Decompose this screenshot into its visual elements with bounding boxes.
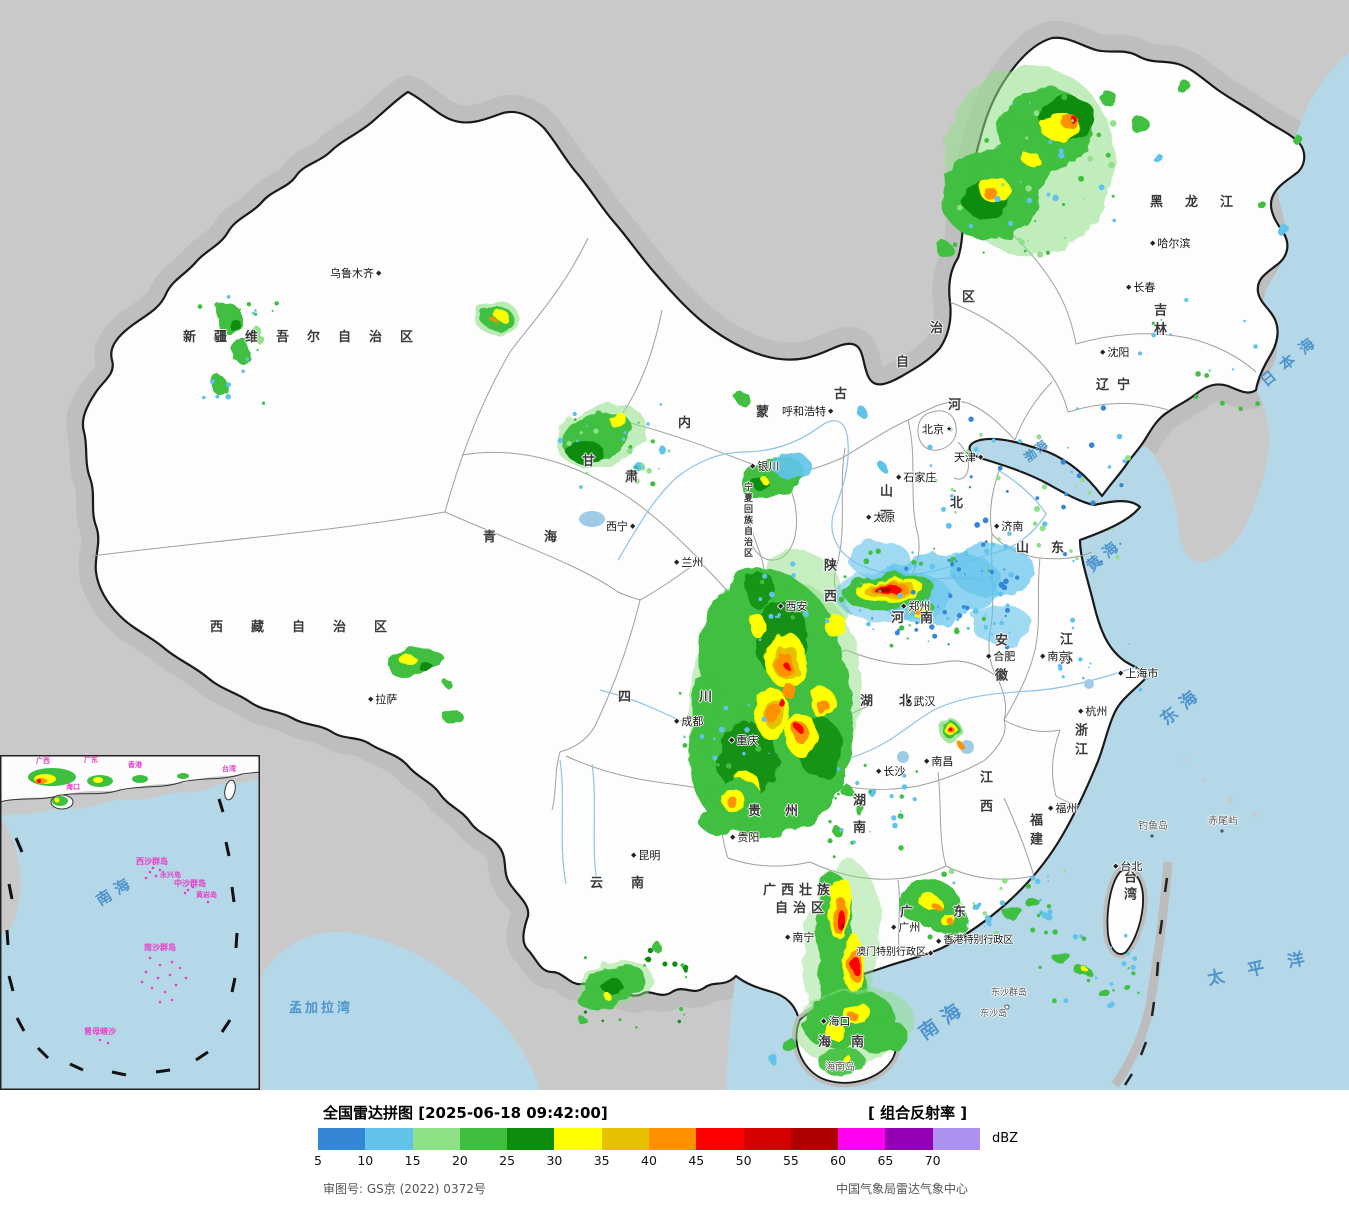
radar-echo-taiwan-strait bbox=[1053, 952, 1129, 1010]
scale-value: 50 bbox=[735, 1153, 752, 1168]
issuing-agency: 中国气象局雷达气象中心 bbox=[836, 1182, 969, 1196]
scale-segment bbox=[507, 1128, 555, 1150]
scale-segment bbox=[743, 1128, 791, 1150]
radar-echo-northeast bbox=[937, 65, 1305, 258]
scale-segment bbox=[365, 1128, 413, 1150]
legend-bar: 全国雷达拼图 [2025-06-18 09:42:00] [ 组合反射率 ] d… bbox=[0, 1090, 1349, 1208]
inset-radar-echoes bbox=[28, 768, 189, 787]
scale-segment bbox=[601, 1128, 649, 1150]
inset-nine-dash-line bbox=[5, 798, 239, 1077]
radar-echo-yunnan bbox=[578, 941, 661, 1024]
scale-value: 55 bbox=[782, 1153, 799, 1168]
china-landmass bbox=[81, 36, 1306, 1031]
scale-value: 25 bbox=[499, 1153, 516, 1168]
inset-map bbox=[0, 755, 260, 1090]
scale-segment bbox=[932, 1128, 980, 1150]
scale-value: 15 bbox=[404, 1153, 421, 1168]
radar-echo-tibet bbox=[387, 648, 463, 722]
scale-value: 40 bbox=[641, 1153, 657, 1168]
dbz-scale-values: 5 10 15 20 25 30 35 40 45 50 55 60 65 70 bbox=[314, 1153, 998, 1169]
scale-segment bbox=[459, 1128, 508, 1150]
inset-island-dots bbox=[98, 866, 210, 1045]
scale-value: 65 bbox=[877, 1153, 894, 1168]
scale-value: 10 bbox=[357, 1153, 374, 1168]
scale-value: 70 bbox=[924, 1153, 941, 1168]
scale-value: 45 bbox=[688, 1153, 705, 1168]
scale-segment bbox=[838, 1128, 886, 1150]
radar-mosaic-map: 新疆维吾尔自治区 西藏自治区 青海 四川 云南 贵州 广西壮族 自治区 广东 海南 湖南 湖北 河南 山东… bbox=[0, 0, 1349, 1090]
map-canvas bbox=[0, 20, 1349, 1090]
inset-border bbox=[0, 755, 260, 1090]
scale-value: 60 bbox=[830, 1153, 847, 1168]
scale-segment bbox=[318, 1128, 366, 1150]
radar-echoes bbox=[210, 65, 1305, 1076]
radar-echo-guangdong bbox=[898, 878, 1050, 935]
scale-value: 30 bbox=[546, 1153, 563, 1168]
sea-pacific bbox=[726, 52, 1349, 1090]
scale-segment bbox=[648, 1128, 697, 1150]
map-approval-number: 审图号: GS京 (2022) 0372号 bbox=[323, 1182, 486, 1196]
scale-segment bbox=[696, 1128, 744, 1150]
province-borders bbox=[91, 197, 1257, 957]
radar-echo-guangxi-line bbox=[769, 860, 915, 1076]
scale-segment bbox=[790, 1128, 839, 1150]
scale-segment bbox=[885, 1128, 933, 1150]
dbz-color-scale bbox=[318, 1128, 980, 1150]
scale-segment bbox=[412, 1128, 460, 1150]
map-title: 全国雷达拼图 [2025-06-18 09:42:00] bbox=[323, 1104, 608, 1122]
nine-dash-line-main bbox=[1111, 861, 1173, 1088]
radar-speckles bbox=[197, 94, 1260, 1029]
product-label: [ 组合反射率 ] bbox=[868, 1104, 968, 1122]
scale-value: 5 bbox=[314, 1153, 322, 1168]
scale-segment bbox=[554, 1128, 602, 1150]
scale-value: 20 bbox=[451, 1153, 468, 1168]
sea-bay-of-bengal bbox=[262, 931, 540, 1090]
scale-value: 35 bbox=[593, 1153, 610, 1168]
dbz-unit-label: dBZ bbox=[992, 1131, 1019, 1146]
